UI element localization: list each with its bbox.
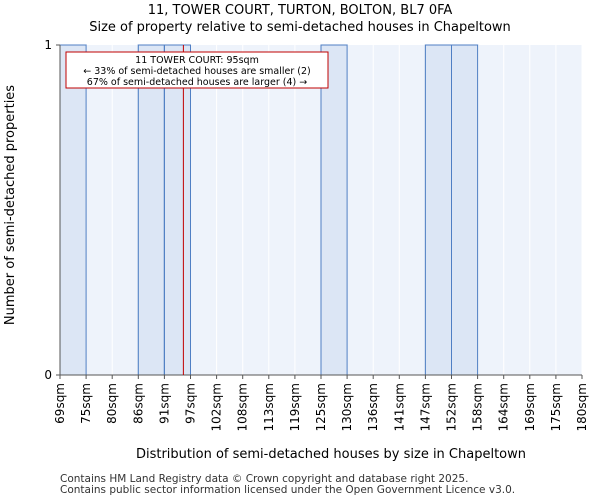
histogram-empty-bin — [555, 45, 582, 375]
x-tick-label: 130sqm — [340, 383, 354, 431]
chart-title: 11, TOWER COURT, TURTON, BOLTON, BL7 0FA — [147, 3, 453, 18]
chart-subtitle: Size of property relative to semi-detach… — [89, 20, 511, 35]
annotation-box — [65, 51, 329, 89]
histogram-bar — [137, 44, 165, 376]
x-axis-label: Distribution of semi-detached houses by … — [136, 447, 526, 462]
x-tick-label: 80sqm — [105, 383, 119, 424]
histogram-empty-bin — [268, 45, 295, 375]
annotation-text: 11 TOWER COURT: 95sqm — [135, 55, 259, 66]
x-tick-label: 125sqm — [314, 383, 328, 431]
x-tick-label: 113sqm — [262, 383, 276, 431]
x-tick-label: 119sqm — [288, 383, 302, 431]
x-tick-label: 180sqm — [575, 383, 589, 431]
histogram-empty-bin — [399, 45, 426, 375]
x-tick-label: 97sqm — [184, 383, 198, 424]
y-axis-label: Number of semi-detached properties — [3, 85, 18, 325]
histogram-empty-bin — [294, 45, 321, 375]
histogram-empty-bin — [529, 45, 556, 375]
histogram-empty-bin — [347, 45, 374, 375]
histogram-bar — [451, 44, 479, 376]
histogram-empty-bin — [112, 45, 139, 375]
histogram-bar — [59, 44, 87, 376]
x-tick-label: 136sqm — [366, 383, 380, 431]
x-tick-label: 141sqm — [392, 383, 406, 431]
histogram-empty-bin — [216, 45, 243, 375]
y-tick-label: 0 — [44, 368, 52, 382]
histogram-empty-bin — [190, 45, 217, 375]
x-tick-label: 152sqm — [445, 383, 459, 431]
x-tick-label: 86sqm — [131, 383, 145, 424]
histogram-empty-bin — [503, 45, 530, 375]
annotation-text: 67% of semi-detached houses are larger (… — [87, 77, 307, 88]
footer-licence: Contains public sector information licen… — [60, 484, 516, 496]
annotation-text: ← 33% of semi-detached houses are smalle… — [83, 66, 311, 77]
histogram-empty-bin — [86, 45, 113, 375]
histogram-empty-bin — [242, 45, 269, 375]
x-tick-label: 169sqm — [523, 383, 537, 431]
histogram-bar — [424, 44, 452, 376]
footer-copyright: Contains HM Land Registry data © Crown c… — [60, 473, 469, 485]
histogram-empty-bin — [373, 45, 400, 375]
x-tick-label: 108sqm — [236, 383, 250, 431]
x-tick-label: 69sqm — [53, 383, 67, 424]
histogram-empty-bin — [477, 45, 504, 375]
y-tick-label: 1 — [44, 38, 52, 52]
histogram-bar — [163, 44, 191, 376]
histogram-bar — [320, 44, 348, 376]
x-tick-label: 102sqm — [210, 383, 224, 431]
x-tick-label: 164sqm — [497, 383, 511, 431]
x-tick-label: 91sqm — [157, 383, 171, 424]
x-tick-label: 158sqm — [471, 383, 485, 431]
x-tick-label: 75sqm — [79, 383, 93, 424]
x-tick-label: 147sqm — [418, 383, 432, 431]
x-tick-label: 175sqm — [549, 383, 563, 431]
